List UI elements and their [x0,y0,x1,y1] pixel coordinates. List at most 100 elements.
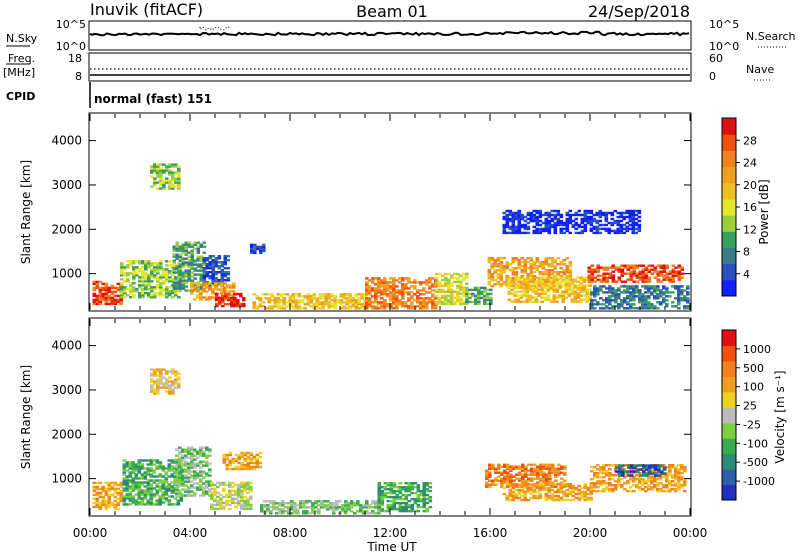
range-cell [137,495,142,498]
range-cell [534,300,539,303]
range-cell [556,488,561,492]
range-cell [205,448,209,451]
range-cell [125,477,130,480]
range-cell [602,489,606,493]
range-cell [536,471,540,474]
range-cell [162,187,166,190]
range-cell [512,479,516,482]
range-cell [422,484,427,487]
range-cell [230,304,234,308]
range-cell [242,296,246,300]
range-cell [611,489,615,493]
range-cell [444,294,448,298]
range-cell [138,262,142,265]
range-cell [196,482,200,485]
range-cell [508,498,513,502]
range-cell [359,506,363,509]
range-cell [380,303,384,306]
range-cell [459,292,463,296]
range-cell [332,510,336,513]
range-cell [617,266,622,269]
range-cell [659,482,663,485]
range-cell [607,227,612,231]
range-cell [214,284,218,287]
range-cell [113,487,118,491]
range-cell [392,507,397,511]
range-cell [181,456,185,459]
range-cell [144,266,148,269]
range-cell [489,292,493,296]
range-cell [170,481,175,484]
range-cell [576,296,581,299]
range-cell [556,496,561,500]
range-cell [187,462,191,465]
range-cell [491,467,495,470]
range-cell [505,279,510,282]
range-cell [132,278,136,281]
range-cell [527,477,531,480]
range-cell [677,287,681,290]
range-cell [172,289,177,292]
range-cell [131,465,136,468]
range-cell [351,303,356,306]
range-cell [662,291,666,294]
range-cell [623,297,627,300]
range-cell [554,467,558,470]
range-cell [547,271,552,274]
range-cell [196,255,201,258]
range-cell [650,293,654,296]
range-cell [450,274,454,278]
range-cell [536,485,540,488]
range-cell [521,481,525,484]
range-cell [368,299,372,302]
range-cell [371,512,375,515]
range-cell [638,480,642,483]
range-cell [465,272,469,276]
range-cell [514,273,519,276]
range-cell [134,481,139,484]
range-cell [317,510,321,513]
range-cell [172,271,177,274]
range-cell [258,305,263,308]
range-cell [582,290,587,293]
range-cell [213,503,217,507]
range-cell [677,482,681,485]
range-cell [613,209,618,213]
range-cell [291,293,296,296]
range-cell [553,225,558,229]
range-cell [291,307,296,310]
range-cell [633,464,637,467]
range-cell [686,305,690,308]
range-cell [558,284,563,287]
range-cell [167,467,172,470]
range-cell [184,450,188,453]
range-cell [401,297,405,300]
range-cell [168,264,172,267]
range-cell [447,302,451,306]
range-cell [279,307,284,310]
range-cell [588,282,593,285]
range-cell [326,508,330,511]
range-cell [489,300,493,304]
range-cell [178,271,183,274]
range-cell [132,288,136,291]
range-cell [338,500,342,503]
range-cell [155,461,160,464]
range-cell [324,293,329,296]
range-cell [159,179,163,182]
colorbar-tick-label: 16 [743,201,757,214]
range-cell [650,264,655,267]
range-cell [383,281,387,284]
range-cell [282,299,287,302]
range-cell [410,482,415,485]
range-cell [128,479,133,482]
range-cell [450,276,454,280]
range-cell [614,301,618,304]
range-cell [508,219,513,223]
range-cell [562,482,567,486]
range-cell [553,217,558,221]
range-cell [395,299,399,302]
range-cell [187,245,192,248]
range-cell [431,303,435,306]
range-cell [312,295,317,298]
